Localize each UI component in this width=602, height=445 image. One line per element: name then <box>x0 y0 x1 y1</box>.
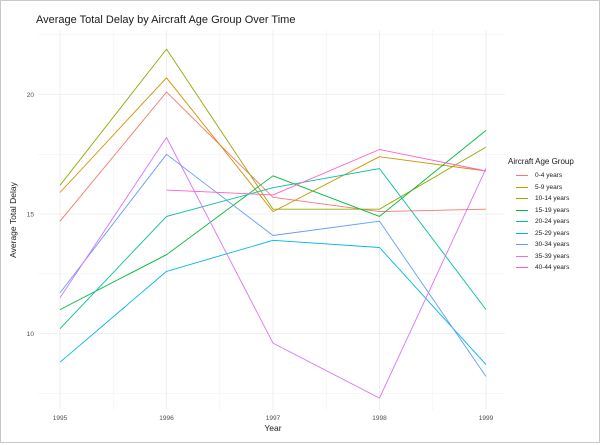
series-layer <box>59 48 487 399</box>
series-line <box>59 137 487 399</box>
legend-item: 30-34 years <box>508 239 574 251</box>
legend: Aircraft Age Group 0-4 years 5-9 years 10-… <box>508 157 574 274</box>
legend-label: 5-9 years <box>535 183 563 191</box>
x-tick-label: 1996 <box>159 415 174 422</box>
legend-key <box>516 209 528 211</box>
legend-key <box>516 221 528 223</box>
legend-label: 25-29 years <box>535 229 570 237</box>
legend-key <box>516 267 528 269</box>
legend-label: 30-34 years <box>535 241 570 249</box>
legend-label: 20-24 years <box>535 218 570 226</box>
legend-item: 20-24 years <box>508 216 574 228</box>
series-line <box>59 91 487 222</box>
legend-label: 35-39 years <box>535 252 570 260</box>
chart-title: Average Total Delay by Aircraft Age Grou… <box>36 14 296 26</box>
legend-item: 40-44 years <box>508 262 574 274</box>
x-tick-label: 1999 <box>479 415 494 422</box>
legend-key <box>516 232 528 234</box>
series-line <box>59 153 487 377</box>
series-line <box>59 48 487 210</box>
legend-key <box>516 175 528 177</box>
legend-key <box>516 255 528 257</box>
series-line <box>59 130 487 310</box>
series-line <box>59 168 487 330</box>
legend-key <box>516 244 528 246</box>
legend-item: 15-19 years <box>508 205 574 217</box>
legend-item: 25-29 years <box>508 228 574 240</box>
tick-layer: 1995 1996 1997 1998 1999 10 15 20 <box>27 92 494 422</box>
legend-key <box>516 186 528 188</box>
x-tick-label: 1998 <box>372 415 387 422</box>
x-tick-label: 1995 <box>53 415 68 422</box>
grid-layer <box>38 30 505 410</box>
legend-item: 10-14 years <box>508 193 574 205</box>
y-axis-title: Average Total Delay <box>8 181 18 258</box>
legend-items: 0-4 years 5-9 years 10-14 years 15-19 years… <box>508 170 574 274</box>
x-tick-label: 1997 <box>266 415 281 422</box>
legend-label: 10-14 years <box>535 195 570 203</box>
legend-item: 35-39 years <box>508 251 574 263</box>
series-line <box>59 77 487 213</box>
x-axis-title: Year <box>264 423 281 433</box>
series-line <box>166 149 487 196</box>
y-tick-label: 20 <box>27 92 35 99</box>
legend-title: Aircraft Age Group <box>508 157 574 166</box>
legend-label: 0-4 years <box>535 172 563 180</box>
legend-label: 15-19 years <box>535 206 570 214</box>
legend-key <box>516 198 528 200</box>
legend-item: 5-9 years <box>508 182 574 194</box>
y-tick-label: 15 <box>27 211 35 218</box>
legend-item: 0-4 years <box>508 170 574 182</box>
legend-label: 40-44 years <box>535 264 570 272</box>
y-tick-label: 10 <box>27 331 35 338</box>
series-line <box>59 239 487 365</box>
